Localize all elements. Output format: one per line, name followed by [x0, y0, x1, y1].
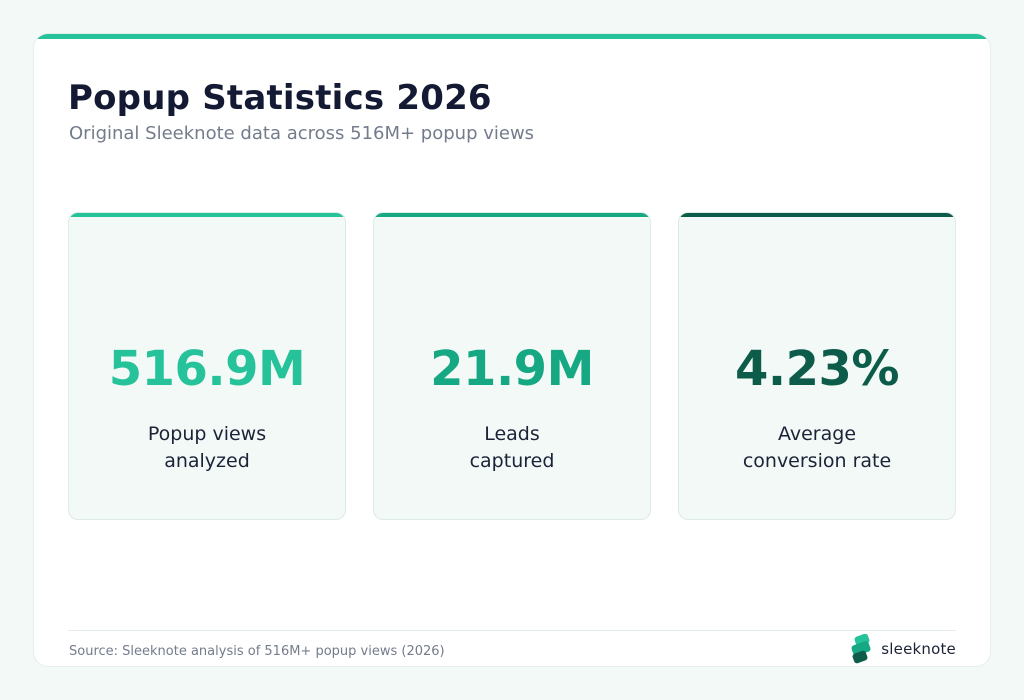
stat-label-line: conversion rate	[742, 450, 892, 472]
stat-label: Popup views analyzed	[69, 421, 345, 475]
sleeknote-logo[interactable]: sleeknote	[849, 634, 956, 664]
page-title: Popup Statistics 2026	[68, 78, 492, 118]
stats-card: Popup Statistics 2026 Original Sleeknote…	[34, 34, 990, 666]
stat-label-line: Average	[777, 423, 857, 445]
stat-label-line: Leads	[484, 423, 540, 445]
stat-accent-bar	[679, 213, 955, 217]
logo-wordmark: sleeknote	[881, 640, 956, 658]
stat-label-line: analyzed	[164, 450, 250, 472]
stat-card-conversion-rate: 4.23% Average conversion rate	[678, 212, 956, 520]
stat-label: Leads captured	[374, 421, 650, 475]
stat-card-popup-views: 516.9M Popup views analyzed	[68, 212, 346, 520]
stat-label: Average conversion rate	[679, 421, 955, 475]
stat-label-line: Popup views	[147, 423, 267, 445]
page-subtitle: Original Sleeknote data across 516M+ pop…	[69, 123, 535, 144]
stat-accent-bar	[374, 213, 650, 217]
stat-accent-bar	[69, 213, 345, 217]
sleeknote-logo-icon	[851, 634, 871, 664]
source-note: Source: Sleeknote analysis of 516M+ popu…	[69, 644, 445, 659]
stats-row: 516.9M Popup views analyzed 21.9M Leads …	[68, 212, 956, 520]
stat-value: 4.23%	[734, 341, 900, 397]
stat-label-line: captured	[469, 450, 555, 472]
stat-value: 516.9M	[108, 341, 306, 397]
card-accent-bar	[34, 34, 990, 39]
stat-value: 21.9M	[430, 341, 594, 397]
stat-card-leads: 21.9M Leads captured	[373, 212, 651, 520]
footer-divider	[68, 630, 956, 631]
